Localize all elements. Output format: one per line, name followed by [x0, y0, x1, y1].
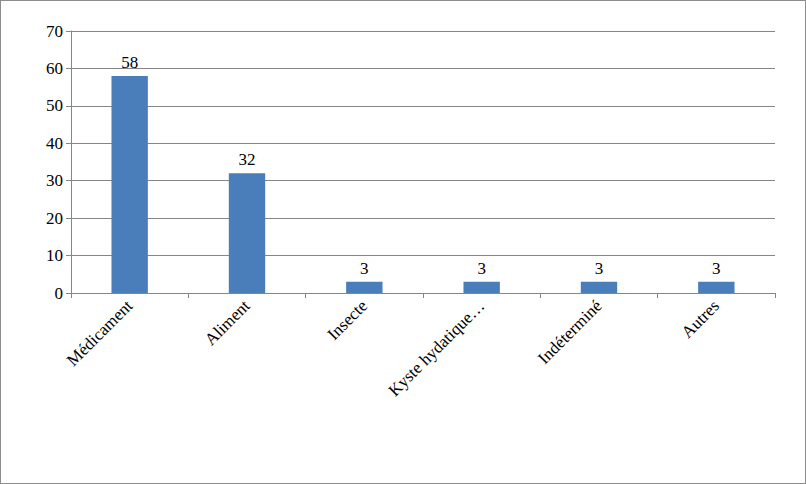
svg-text:40: 40 [46, 134, 63, 153]
svg-text:0: 0 [55, 284, 64, 303]
svg-text:Aliment: Aliment [201, 296, 254, 349]
svg-text:Insecte: Insecte [324, 296, 371, 343]
svg-text:Autres: Autres [678, 296, 723, 341]
svg-text:32: 32 [239, 150, 256, 169]
svg-text:Indéterminé: Indéterminé [534, 296, 605, 367]
svg-text:Médicament: Médicament [63, 296, 137, 370]
svg-text:3: 3 [477, 259, 486, 278]
svg-text:70: 70 [46, 22, 63, 41]
svg-text:60: 60 [46, 59, 63, 78]
svg-text:50: 50 [46, 96, 63, 115]
svg-text:3: 3 [595, 259, 604, 278]
svg-text:30: 30 [46, 171, 63, 190]
svg-text:10: 10 [46, 246, 63, 265]
svg-text:Kyste hydatique…: Kyste hydatique… [385, 296, 489, 400]
svg-text:3: 3 [360, 259, 369, 278]
svg-text:20: 20 [46, 209, 63, 228]
svg-text:3: 3 [712, 259, 721, 278]
svg-text:58: 58 [121, 53, 138, 72]
